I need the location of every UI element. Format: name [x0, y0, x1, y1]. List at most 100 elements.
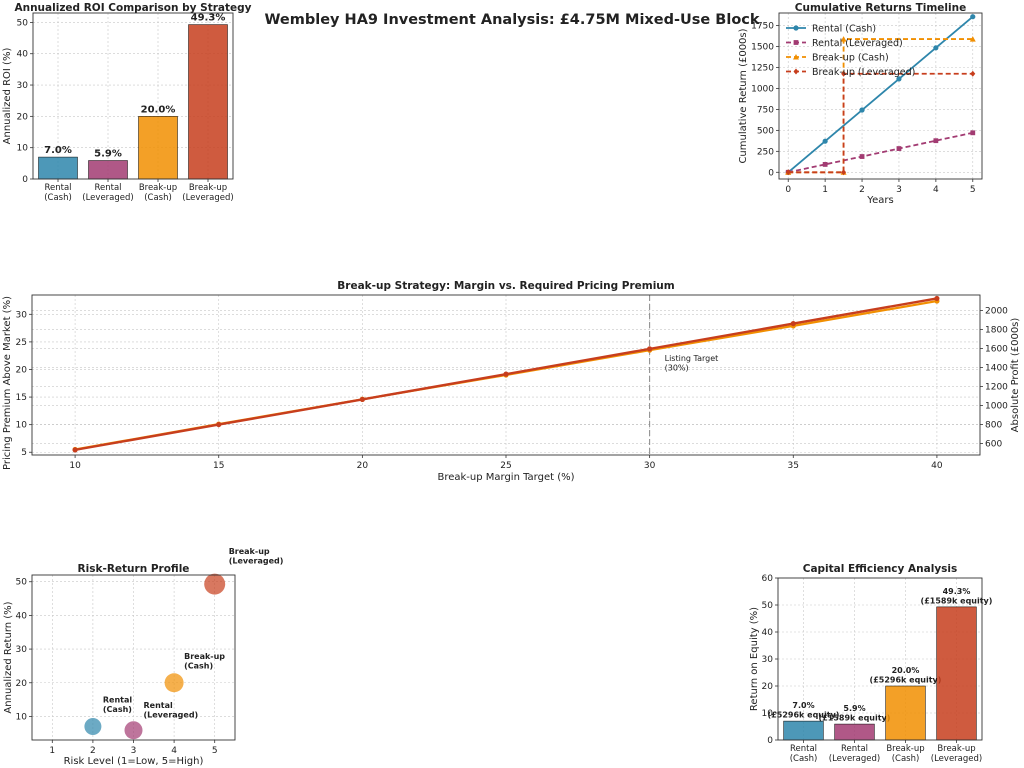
roi-axes-frame: [32, 12, 234, 180]
marker-square: [822, 162, 828, 167]
ytick-label-right: 1600: [985, 344, 1008, 354]
bar: [936, 606, 977, 741]
xtick-label: 4: [933, 185, 939, 195]
ytick-label: 15: [16, 393, 27, 403]
ytick-label: 1250: [751, 63, 774, 73]
ytick-label: 60: [762, 574, 774, 584]
y-axis-label: Cumulative Return (£000s): [738, 28, 749, 163]
legend-label: Rental (Cash): [812, 24, 876, 35]
y-axis-label: Annualized Return (%): [3, 601, 14, 713]
xtick-label: 30: [644, 461, 656, 471]
ytick-label: 30: [762, 655, 774, 665]
xtick-label: 40: [931, 461, 943, 471]
chart-title: Capital Efficiency Analysis: [803, 563, 958, 575]
ytick-label: 30: [17, 81, 29, 91]
scatter-point: [84, 718, 102, 736]
ytick-label: 20: [16, 679, 28, 689]
point-label: Break-up (Leveraged): [229, 547, 284, 566]
profit-point: [216, 421, 222, 428]
y-axis-label-left: Pricing Premium Above Market (%): [2, 296, 13, 470]
marker-triangle: [793, 54, 799, 60]
xtick-label: Rental (Leveraged): [82, 183, 133, 203]
bar: [885, 685, 926, 741]
marker-triangle: [840, 36, 847, 42]
ytick-label: 0: [768, 168, 774, 178]
marker-diamond: [970, 70, 976, 77]
point-label: Break-up (Cash): [184, 652, 225, 671]
marker-circle: [933, 45, 939, 51]
xtick-label: 35: [788, 461, 799, 471]
ytick-label: 750: [757, 105, 774, 115]
profit-point: [72, 447, 78, 453]
ytick-label: 50: [762, 601, 774, 611]
scatter-point: [124, 721, 143, 740]
ytick-label: 20: [16, 365, 28, 375]
bar-value-label: 49.3%: [191, 13, 226, 24]
bar-value-label: 5.9%: [94, 149, 122, 160]
point-label: Rental (Leveraged): [144, 701, 199, 720]
profit-point: [503, 371, 509, 377]
xtick-label: 3: [131, 746, 137, 756]
bar: [188, 24, 228, 180]
marker-square: [793, 40, 799, 45]
marker-circle: [970, 14, 976, 20]
bar-value-label: 7.0% (£5296k equity): [768, 701, 840, 720]
ytick-label-right: 1800: [985, 325, 1008, 335]
xtick-label: 2: [859, 185, 865, 195]
ytick-label: 20: [17, 112, 29, 122]
xtick-label: Break-up (Leveraged): [182, 183, 233, 203]
marker-diamond: [785, 169, 791, 176]
ytick-label: 20: [762, 682, 774, 692]
xtick-label: 2: [90, 746, 96, 756]
chart-cumulative: Cumulative Returns Timeline0250500750100…: [738, 2, 983, 206]
ytick-label: 10: [17, 144, 29, 154]
marker-triangle: [969, 36, 976, 42]
ytick-label: 50: [16, 578, 28, 588]
bar-value-label: 20.0%: [141, 104, 176, 115]
bar: [38, 156, 78, 180]
series-line: [788, 72, 973, 174]
xtick-label: Break-up (Leveraged): [931, 744, 982, 764]
marker-square: [859, 154, 865, 159]
xtick-label: 5: [212, 746, 218, 756]
legend-label: Rental (Leveraged): [812, 38, 903, 49]
bar-value-label: 49.3% (£1589k equity): [921, 587, 993, 606]
ytick-label-right: 2000: [985, 306, 1008, 316]
xtick-label: 20: [357, 461, 369, 471]
ytick-label: 500: [757, 126, 774, 136]
ytick-label-right: 1200: [985, 382, 1008, 392]
bar: [783, 720, 824, 741]
ytick-label: 30: [16, 645, 28, 655]
ytick-label: 40: [16, 611, 28, 621]
ytick-label: 10: [16, 421, 28, 431]
cumulative-axes-frame: [778, 12, 983, 180]
page-title: Wembley HA9 Investment Analysis: £4.75M …: [264, 12, 760, 28]
ytick-label-right: 600: [985, 439, 1002, 449]
ytick-label: 40: [762, 628, 774, 638]
ytick-label: 10: [762, 709, 774, 719]
x-axis-label: Break-up Margin Target (%): [437, 472, 574, 483]
profit-point: [359, 396, 365, 403]
ytick-label: 0: [767, 736, 773, 746]
xtick-label: 1: [822, 185, 828, 195]
xtick-label: 1: [49, 746, 55, 756]
chart-title: Break-up Strategy: Margin vs. Required P…: [337, 280, 674, 292]
chart-title: Annualized ROI Comparison by Strategy: [14, 2, 251, 14]
ytick-label: 0: [22, 175, 28, 185]
xtick-label: Rental (Cash): [44, 183, 72, 203]
xtick-label: 3: [896, 185, 902, 195]
annotation-label: Listing Target (30%): [665, 354, 719, 373]
y-axis-label-right: Absolute Profit (£000s): [1010, 318, 1021, 433]
profit-point: [790, 320, 796, 327]
profit-point: [934, 295, 940, 302]
xtick-label: Rental (Cash): [790, 744, 818, 764]
ytick-label: 40: [17, 50, 29, 60]
ytick-label: 30: [16, 310, 28, 320]
chart-risk: Risk-Return Profile Rental (Cash) Rental (Le…: [3, 547, 283, 767]
bar: [138, 116, 178, 180]
chart-title: Risk-Return Profile: [78, 563, 190, 575]
legend-label: Break-up (Leveraged): [812, 67, 915, 78]
xtick-label: 5: [970, 185, 976, 195]
ytick-label: 250: [757, 147, 774, 157]
